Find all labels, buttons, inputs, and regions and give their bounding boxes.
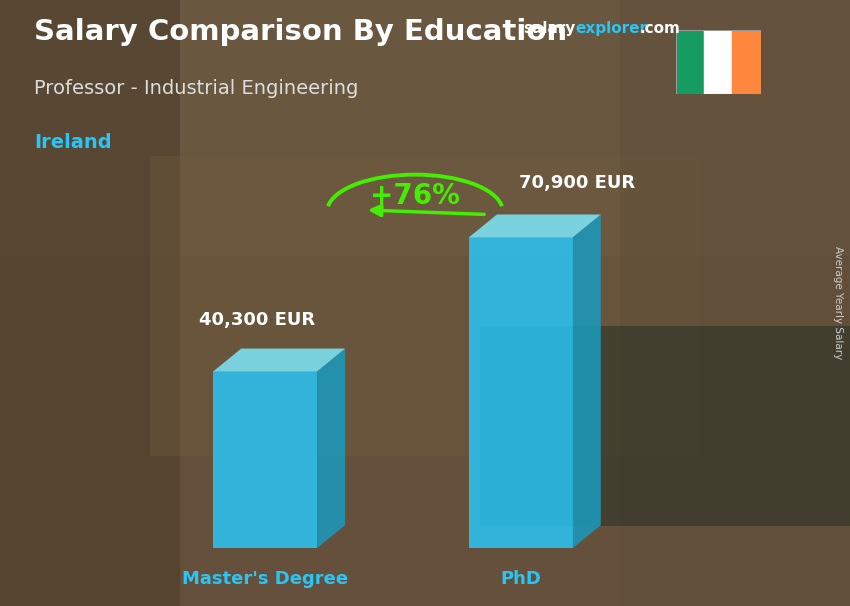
Text: explorer: explorer xyxy=(575,21,648,36)
Text: Master's Degree: Master's Degree xyxy=(182,570,348,588)
Bar xyxy=(150,156,700,456)
Polygon shape xyxy=(213,348,345,371)
Polygon shape xyxy=(317,348,345,548)
Bar xyxy=(0,0,850,256)
Text: +76%: +76% xyxy=(370,182,460,210)
Text: Professor - Industrial Engineering: Professor - Industrial Engineering xyxy=(34,79,359,98)
Text: .com: .com xyxy=(639,21,680,36)
Polygon shape xyxy=(573,215,601,548)
Bar xyxy=(480,326,850,526)
Text: Average Yearly Salary: Average Yearly Salary xyxy=(833,247,843,359)
Bar xyxy=(704,30,733,94)
Bar xyxy=(733,30,761,94)
Text: PhD: PhD xyxy=(501,570,541,588)
Bar xyxy=(620,0,850,606)
Bar xyxy=(676,30,704,94)
Bar xyxy=(0,0,180,606)
Polygon shape xyxy=(469,215,601,238)
Polygon shape xyxy=(469,238,573,548)
Text: 40,300 EUR: 40,300 EUR xyxy=(199,311,315,328)
Text: 70,900 EUR: 70,900 EUR xyxy=(518,174,635,191)
Text: Salary Comparison By Education: Salary Comparison By Education xyxy=(34,18,567,46)
Text: salary: salary xyxy=(523,21,575,36)
Text: Ireland: Ireland xyxy=(34,133,111,152)
Polygon shape xyxy=(213,371,317,548)
